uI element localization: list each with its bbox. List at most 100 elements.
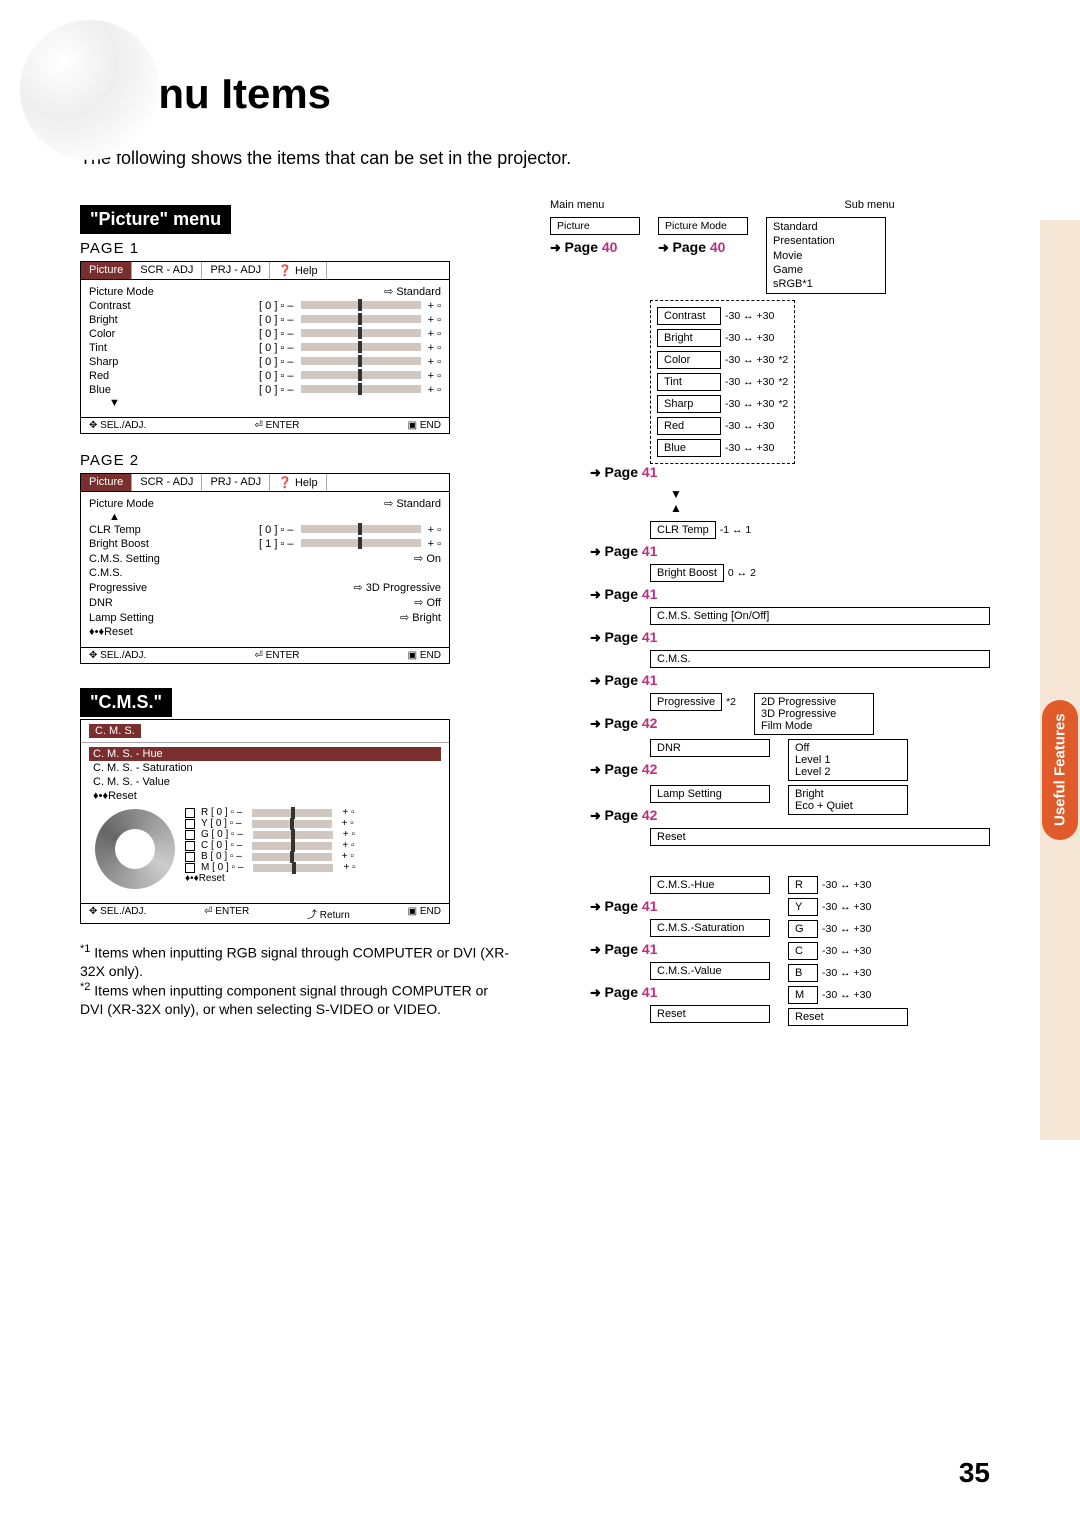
cms-row[interactable]: C. M. S. - Hue xyxy=(89,747,441,761)
pagelink-41-cms[interactable]: Page 41 xyxy=(590,941,770,958)
h-dnr: DNR xyxy=(650,739,770,757)
h-cms-tree-row: C.M.S.-Value xyxy=(650,962,770,980)
cms-row[interactable]: C. M. S. - Value xyxy=(89,775,441,789)
slider-row[interactable]: Blue[ 0 ] ▫ – + ▫ xyxy=(89,383,441,397)
h-cms-color-row: B-30 ↔ +30 xyxy=(788,964,908,982)
h-picture: Picture xyxy=(550,217,640,235)
slider-row[interactable]: CLR Temp[ 0 ] ▫ – + ▫ xyxy=(89,523,441,537)
pagelink-40-a[interactable]: Page 40 xyxy=(550,239,640,256)
ranges-box: Contrast-30 ↔ +30Bright-30 ↔ +30Color-30… xyxy=(650,300,795,464)
picture-mode-value: Standard xyxy=(396,286,441,298)
pagelink-41-cms[interactable]: Page 41 xyxy=(590,984,770,1001)
h-clr-temp: CLR Temp xyxy=(650,521,716,539)
slider-row[interactable]: Sharp[ 0 ] ▫ – + ▫ xyxy=(89,355,441,369)
cms-color-row[interactable]: M [ 0 ] ▫ – + ▫ xyxy=(185,862,437,873)
tab-picture[interactable]: Picture xyxy=(81,262,132,279)
cms-reset[interactable]: ♦•♦Reset xyxy=(185,873,437,884)
menu-row[interactable]: C.M.S. Setting⇨ On xyxy=(89,551,441,566)
slider-row[interactable]: Bright[ 0 ] ▫ – + ▫ xyxy=(89,313,441,327)
slider-row[interactable]: Contrast[ 0 ] ▫ – + ▫ xyxy=(89,299,441,313)
footnote-1-prefix: *1 xyxy=(80,943,90,955)
pagelink-40-b[interactable]: Page 40 xyxy=(658,239,748,256)
main-menu-label: Main menu xyxy=(550,199,604,211)
pagelink-42-b[interactable]: Page 42 xyxy=(590,761,770,778)
cms-color-row[interactable]: Y [ 0 ] ▫ – + ▫ xyxy=(185,818,437,829)
slider-row[interactable]: Tint[ 0 ] ▫ – + ▫ xyxy=(89,341,441,355)
range-row: Blue-30 ↔ +30 xyxy=(657,439,788,457)
h-cms-tree-row: C.M.S.-Hue xyxy=(650,876,770,894)
cms-footer-return: ⤴ Return xyxy=(307,906,350,921)
h-progressive-note: *2 xyxy=(726,696,736,708)
h-cms-setting: C.M.S. Setting [On/Off] xyxy=(650,607,990,625)
h-cms-color-row: R-30 ↔ +30 xyxy=(788,876,908,894)
pagelink-42-a[interactable]: Page 42 xyxy=(590,715,736,732)
cms-footer-sel: ✥ SEL./ADJ. xyxy=(89,906,146,921)
h-clr-temp-range: -1 ↔ 1 xyxy=(720,524,752,536)
cms-color-row[interactable]: R [ 0 ] ▫ – + ▫ xyxy=(185,807,437,818)
footnote-1-text: Items when inputting RGB signal through … xyxy=(80,945,509,979)
p2-tab-scr[interactable]: SCR - ADJ xyxy=(132,474,202,491)
p2-mode-value: Standard xyxy=(396,498,441,510)
tab-prj[interactable]: PRJ - ADJ xyxy=(202,262,270,279)
slider-row[interactable]: Color[ 0 ] ▫ – + ▫ xyxy=(89,327,441,341)
cms-row[interactable]: ♦•♦Reset xyxy=(89,789,441,803)
cms-color-row[interactable]: B [ 0 ] ▫ – + ▫ xyxy=(185,851,437,862)
h-progressive-opts: 2D Progressive3D ProgressiveFilm Mode xyxy=(754,693,874,735)
p2-footer-enter: ⏎ ENTER xyxy=(254,650,299,661)
footnote-2-prefix: *2 xyxy=(80,981,90,993)
footnotes: *1 Items when inputting RGB signal throu… xyxy=(80,942,510,1018)
p2-tab-picture[interactable]: Picture xyxy=(81,474,132,491)
h-modes: StandardPresentationMovieGamesRGB*1 xyxy=(766,217,886,294)
pagelink-41-e[interactable]: Page 41 xyxy=(590,672,990,689)
cms-row[interactable]: C. M. S. - Saturation xyxy=(89,761,441,775)
cms-footer-enter: ⏎ ENTER xyxy=(204,906,249,921)
pagelink-42-c[interactable]: Page 42 xyxy=(590,807,770,824)
footer-enter: ⏎ ENTER xyxy=(254,420,299,431)
footer-end: ▣ END xyxy=(408,420,441,431)
pagelink-41-d[interactable]: Page 41 xyxy=(590,629,990,646)
menu-row[interactable]: C.M.S. xyxy=(89,566,441,580)
slider-row[interactable]: Red[ 0 ] ▫ – + ▫ xyxy=(89,369,441,383)
page1-label: PAGE 1 xyxy=(80,240,510,257)
menu-row[interactable]: Lamp Setting⇨ Bright xyxy=(89,610,441,625)
range-row: Color-30 ↔ +30*2 xyxy=(657,351,788,369)
cms-color-row[interactable]: G [ 0 ] ▫ – + ▫ xyxy=(185,829,437,840)
section-cms-label: "C.M.S." xyxy=(80,688,172,717)
menu-row[interactable]: ♦•♦Reset xyxy=(89,625,441,639)
h-lamp-opts: BrightEco + Quiet xyxy=(788,785,908,815)
menu-page1: Picture SCR - ADJ PRJ - ADJ ❓ Help Pictu… xyxy=(80,261,450,434)
range-row: Sharp-30 ↔ +30*2 xyxy=(657,395,788,413)
pagelink-41-a[interactable]: Page 41 xyxy=(590,464,990,481)
h-reset: Reset xyxy=(650,828,990,846)
h-cms-color-row: G-30 ↔ +30 xyxy=(788,920,908,938)
menu-row[interactable]: Progressive⇨ 3D Progressive xyxy=(89,580,441,595)
cms-color-row[interactable]: C [ 0 ] ▫ – + ▫ xyxy=(185,840,437,851)
page-number: 35 xyxy=(959,1457,990,1489)
tab-scr[interactable]: SCR - ADJ xyxy=(132,262,202,279)
h-cms-tree-row: Reset xyxy=(650,1005,770,1023)
color-wheel-icon xyxy=(95,809,175,889)
footnote-2-text: Items when inputting component signal th… xyxy=(80,983,488,1017)
range-row: Red-30 ↔ +30 xyxy=(657,417,788,435)
intro-text: The following shows the items that can b… xyxy=(80,148,990,169)
h-bright-boost: Bright Boost xyxy=(650,564,724,582)
range-row: Contrast-30 ↔ +30 xyxy=(657,307,788,325)
sub-menu-label: Sub menu xyxy=(844,199,894,211)
cms-footer-end: ▣ END xyxy=(408,906,441,921)
p2-tab-prj[interactable]: PRJ - ADJ xyxy=(202,474,270,491)
h-cms-reset: Reset xyxy=(788,1008,908,1026)
pagelink-41-b[interactable]: Page 41 xyxy=(590,543,990,560)
pagelink-41-c[interactable]: Page 41 xyxy=(590,586,990,603)
p2-tab-help[interactable]: ❓ Help xyxy=(270,474,326,491)
menu-row[interactable]: DNR⇨ Off xyxy=(89,595,441,610)
h-cms-color-row: Y-30 ↔ +30 xyxy=(788,898,908,916)
up-down-arrow-icon: ▼▲ xyxy=(670,487,990,515)
picture-mode-label: Picture Mode xyxy=(89,286,189,298)
corner-decoration xyxy=(20,20,160,160)
h-progressive: Progressive xyxy=(650,693,722,711)
pagelink-41-cms[interactable]: Page 41 xyxy=(590,898,770,915)
h-lamp: Lamp Setting xyxy=(650,785,770,803)
p2-mode-label: Picture Mode xyxy=(89,498,189,510)
slider-row[interactable]: Bright Boost[ 1 ] ▫ – + ▫ xyxy=(89,537,441,551)
tab-help[interactable]: ❓ Help xyxy=(270,262,326,279)
